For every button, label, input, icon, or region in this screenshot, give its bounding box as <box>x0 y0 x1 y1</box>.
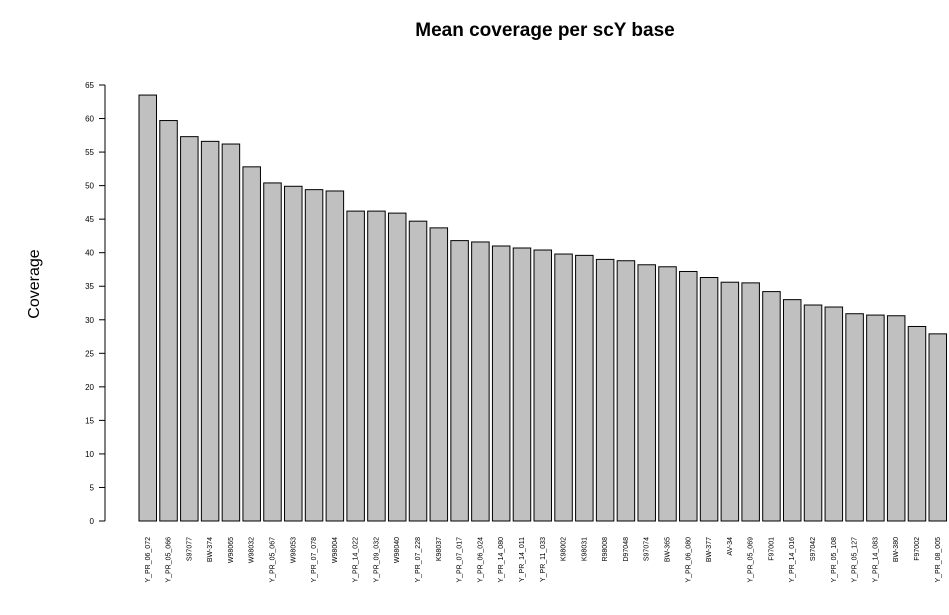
x-tick-label: F97001 <box>768 537 775 561</box>
x-tick-label: BW-377 <box>706 537 713 562</box>
bar <box>180 136 199 522</box>
bar <box>325 190 345 522</box>
y-tick-label: 55 <box>85 148 94 157</box>
x-tick-label: W98053 <box>290 537 297 563</box>
x-tick-label: Y_PR_06_024 <box>477 537 484 583</box>
x-tick-label: Y_PR_05_108 <box>831 537 838 583</box>
x-tick-label: Y_PR_14_083 <box>872 537 879 583</box>
bar <box>242 166 261 522</box>
bar <box>200 140 220 522</box>
x-tick-label: Y_PR_05_127 <box>852 537 859 583</box>
bar <box>762 291 781 522</box>
x-tick-label: K98031 <box>581 537 588 561</box>
bar <box>741 282 760 522</box>
bar <box>263 182 282 522</box>
bar <box>720 281 740 522</box>
bar <box>679 270 698 522</box>
bar <box>907 325 927 522</box>
bar <box>304 189 324 522</box>
y-tick-label: 35 <box>85 282 94 291</box>
bar <box>367 210 386 522</box>
chart-title: Mean coverage per scY base <box>415 20 674 41</box>
x-tick-label: Y_PR_05_067 <box>269 537 276 583</box>
bar <box>159 120 178 522</box>
x-tick-label: AV-34 <box>727 537 734 556</box>
y-axis-label: Coverage <box>26 249 43 318</box>
y-tick-label: 60 <box>85 115 94 124</box>
x-tick-label: Y_PR_06_080 <box>685 537 692 583</box>
x-tick-label: Y_PR_05_069 <box>748 537 755 583</box>
bar <box>138 94 157 522</box>
y-tick-label: 15 <box>85 416 94 425</box>
bar <box>866 314 885 522</box>
x-tick-label: Y_PR_14_080 <box>498 537 505 583</box>
y-axis: 0 5 10 15 20 25 30 35 40 45 50 55 60 65 <box>85 81 106 526</box>
bar <box>886 315 906 522</box>
bar <box>699 277 719 522</box>
x-tick-label: Y_PR_11_033 <box>540 537 547 582</box>
bar <box>803 304 823 522</box>
y-tick-label: 45 <box>85 215 94 224</box>
x-tick-label: W98004 <box>332 537 339 563</box>
x-tick-label: Y_PR_06_072 <box>145 537 152 583</box>
x-tick-label: W98065 <box>228 537 235 563</box>
bar <box>221 143 241 522</box>
bar <box>512 247 532 522</box>
bar <box>782 299 802 522</box>
x-tick-label: W98040 <box>394 537 401 563</box>
x-tick-label: Y_PR_08_005 <box>935 537 942 583</box>
x-tick-label: S97042 <box>810 537 817 561</box>
x-tick-label: Y_PR_14_016 <box>789 537 796 583</box>
x-tick-label: R98008 <box>602 537 609 562</box>
x-tick-label: BW-365 <box>665 537 672 562</box>
y-tick-label: 65 <box>85 81 94 90</box>
x-tick-label: Y_PR_09_032 <box>373 537 380 583</box>
x-tick-label: F97002 <box>914 537 921 561</box>
bar <box>845 313 864 522</box>
x-tick-label: Y_PR_07_078 <box>311 537 318 583</box>
x-tick-label: BW-380 <box>893 537 900 562</box>
x-tick-label: D97048 <box>623 537 630 562</box>
x-tick-labels: Y_PR_06_072 Y_PR_05_066 S97077 BW-374 W98065… <box>145 537 942 583</box>
y-tick-label: 30 <box>85 316 94 325</box>
bar <box>408 220 428 522</box>
bar <box>658 266 677 522</box>
y-tick-label: 0 <box>90 517 95 526</box>
bar <box>346 210 365 522</box>
bar <box>387 212 407 522</box>
y-tick-label: 50 <box>85 182 94 191</box>
y-tick-label: 20 <box>85 383 94 392</box>
bar <box>284 185 303 522</box>
bar <box>616 260 636 522</box>
y-tick-label: 10 <box>85 450 94 459</box>
x-tick-label: Y_PR_14_022 <box>353 537 360 583</box>
y-tick-label: 5 <box>90 483 95 492</box>
bar <box>595 258 615 522</box>
x-tick-label: S97074 <box>644 537 651 561</box>
bar <box>491 245 511 522</box>
y-tick-label: 40 <box>85 249 94 258</box>
bar <box>429 227 449 522</box>
x-tick-label: BW-374 <box>207 537 214 562</box>
bar <box>471 241 490 522</box>
bar <box>554 253 573 522</box>
bar <box>533 249 553 522</box>
bar <box>450 240 469 522</box>
x-tick-label: K98037 <box>436 537 443 561</box>
x-tick-label: W98032 <box>249 537 256 563</box>
x-tick-label: Y_PR_07_017 <box>457 537 464 583</box>
bar <box>637 264 656 522</box>
y-tick-label: 25 <box>85 349 94 358</box>
x-tick-label: Y_PR_05_066 <box>166 537 173 583</box>
bars <box>138 94 948 522</box>
x-tick-label: Y_PR_07_228 <box>415 537 422 583</box>
x-tick-label: Y_PR_14_011 <box>519 537 526 582</box>
x-tick-label: K98002 <box>561 537 568 561</box>
bar <box>928 333 948 522</box>
bar <box>575 254 594 522</box>
bar <box>824 306 844 522</box>
x-tick-label: S97077 <box>186 537 193 561</box>
